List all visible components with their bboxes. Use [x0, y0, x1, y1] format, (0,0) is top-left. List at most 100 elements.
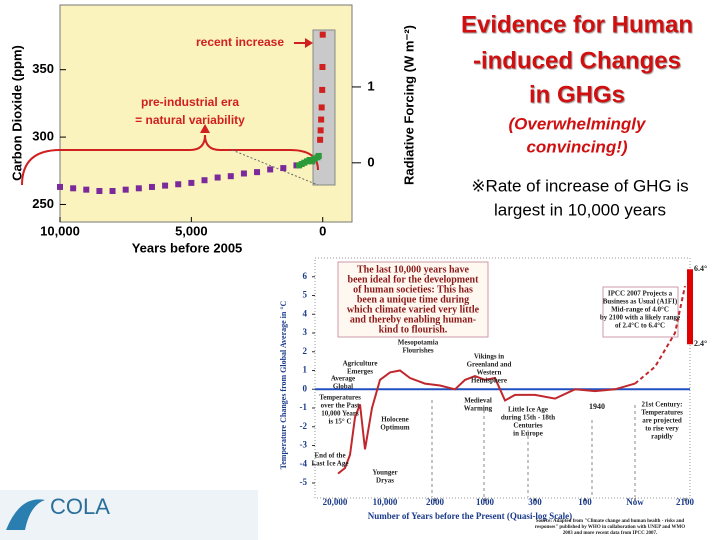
annotation: IPCC 2007 Projects a: [608, 290, 673, 298]
point: [227, 173, 234, 180]
point: [70, 185, 77, 192]
subtitle: (Overwhelmingly: [509, 114, 648, 133]
point: [319, 64, 326, 70]
annotation: Vikings in: [474, 353, 504, 361]
logo-icon: [6, 499, 45, 530]
x-tick-label: 0: [319, 223, 326, 238]
y-axis-label: Temperature Changes from Global Average …: [279, 300, 288, 469]
annotation: 1940: [589, 402, 605, 411]
y-tick-label: 4: [303, 308, 308, 318]
annotation: which climate varied very little: [347, 304, 480, 315]
annotation: Little Ice Age: [508, 406, 548, 414]
y-tick-label: -2: [300, 421, 308, 431]
x-tick-label: Now: [626, 497, 644, 507]
point: [317, 136, 324, 143]
annotation: responses" published by WHO in collabora…: [535, 525, 685, 530]
point: [318, 116, 325, 123]
annotation: End of the: [314, 452, 345, 460]
x-tick-label: 1000: [476, 497, 495, 507]
point: [162, 182, 169, 189]
annotation: Medieval: [464, 397, 492, 405]
x-tick-label: 2100: [676, 497, 695, 507]
annotation: 10,000 Years: [321, 410, 359, 418]
point: [109, 188, 116, 194]
y-tick-label: 0: [303, 383, 308, 393]
annotation: Mesopotamia: [398, 339, 439, 347]
subtitle: convincing!): [526, 137, 627, 156]
point: [188, 179, 195, 186]
temperature-line: [337, 369, 636, 475]
y-tick-label: 5: [303, 290, 308, 300]
annotation: Hemisphere: [471, 377, 507, 385]
annotation: Flourishes: [402, 347, 433, 355]
annotation: The last 10,000 years have: [357, 264, 470, 275]
note: ※Rate of increase of GHG is: [471, 176, 688, 195]
annotation: of human societies: This has: [353, 284, 473, 295]
annotation: and thereby enabling human-: [350, 314, 476, 325]
annotation: = natural variability: [135, 113, 245, 127]
point: [57, 183, 63, 190]
annotation: Dryas: [376, 477, 394, 485]
x-axis-label: Years before 2005: [132, 240, 243, 255]
x-axis-label: Number of Years before the Present (Quas…: [368, 511, 572, 521]
annotation: Younger: [372, 469, 397, 477]
y-tick-label: 1: [303, 365, 308, 375]
x-tick-label: 100: [578, 497, 592, 507]
annotation: kind to flourish.: [379, 324, 448, 335]
x-tick-label: 10,000: [373, 497, 398, 507]
annotation: during 15th - 18th: [501, 414, 555, 422]
annotation: Source: Adapted from "Climate change and…: [536, 519, 685, 524]
annotation: Temperatures: [319, 394, 361, 402]
annotation: are projected: [642, 417, 682, 425]
arrow-head: [305, 38, 313, 48]
annotation: Emerges: [347, 368, 373, 376]
point: [319, 86, 326, 93]
annotation: Temperatures: [641, 409, 683, 417]
point: [175, 181, 182, 188]
note: largest in 10,000 years: [494, 200, 666, 219]
y-tick-label: 3: [303, 327, 308, 337]
annotation: 2003 and more recent data from IPCC 2007…: [563, 531, 658, 536]
x-tick-label: 20,000: [323, 497, 348, 507]
point: [280, 165, 287, 172]
annotation: Business as Usual (A1FI): [603, 298, 678, 306]
point: [318, 104, 325, 111]
y-tick-label: 6: [303, 271, 308, 281]
y-tick-label: -3: [300, 440, 308, 450]
annotation: been a unique time during: [357, 294, 469, 305]
annotation: Mid-range of 4.0°C: [611, 306, 669, 314]
slide-title: Evidence for Human: [461, 11, 693, 38]
x-tick-label: 10,000: [40, 223, 80, 238]
point: [96, 188, 103, 194]
logo-box: [0, 490, 258, 540]
annotation: Last Ice Age: [312, 460, 349, 468]
annotation: rapidly: [651, 433, 673, 441]
point: [135, 185, 142, 192]
annotation: Holocene: [381, 416, 409, 424]
plot-area: [59, 4, 353, 223]
y-tick-label: -5: [300, 477, 308, 487]
range-label: 6.4°: [694, 264, 707, 273]
trend-line: [231, 149, 319, 186]
y2-tick-label: 1: [367, 78, 374, 93]
annotation: Optimum: [380, 424, 409, 432]
slide-title: in GHGs: [529, 81, 625, 108]
bracket: [21, 134, 319, 186]
point: [267, 166, 274, 173]
y-tick-label: 300: [32, 129, 54, 144]
temperature-line: [634, 285, 686, 385]
y-tick-label: -4: [300, 458, 308, 468]
annotation: 21st Century:: [641, 401, 682, 409]
annotation: is 15° C: [328, 418, 351, 426]
x-tick-label: 300: [528, 497, 542, 507]
range-label: 2.4°: [694, 339, 707, 348]
annotation: Agriculture: [343, 360, 378, 368]
annotation-box: [602, 286, 679, 338]
point: [148, 183, 155, 190]
y-axis-label: Carbon Dioxide (ppm): [9, 45, 24, 181]
annotation: over the Past: [321, 402, 360, 410]
annotation: recent increase: [196, 35, 284, 49]
annotation: pre-industrial era: [141, 95, 239, 109]
y2-axis-label: Radiative Forcing (W m⁻²): [401, 25, 416, 185]
